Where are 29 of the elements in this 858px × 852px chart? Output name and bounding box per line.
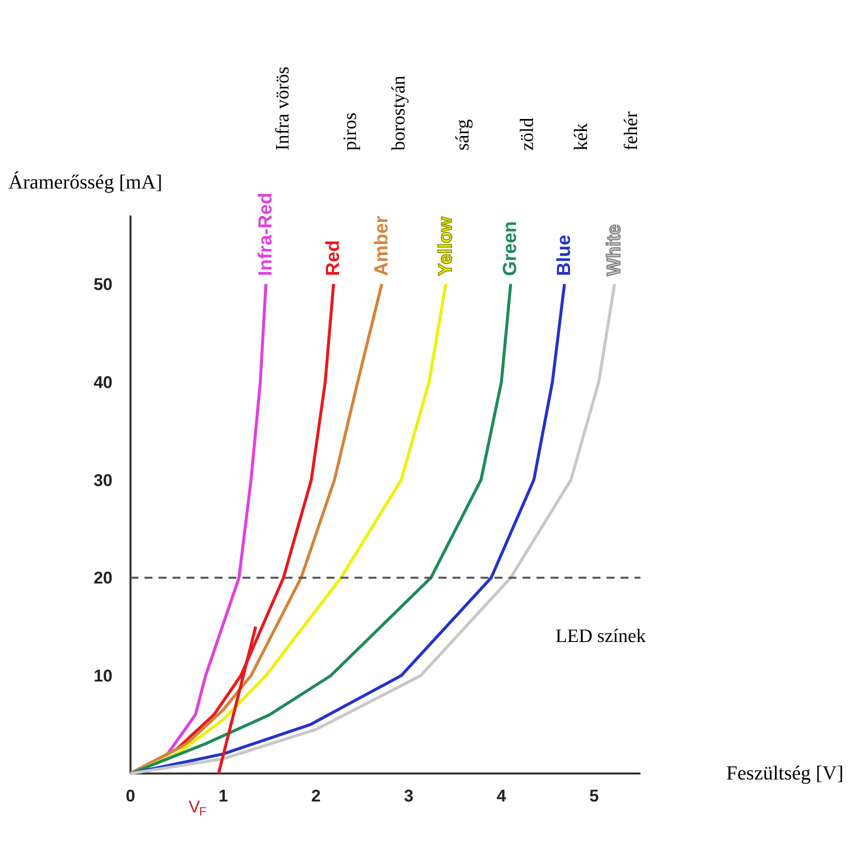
x-tick-label: 4 [496,786,507,806]
text: kék [570,122,592,150]
y-tick-label: 40 [94,372,113,392]
text: piros [340,112,362,150]
text: Blue [554,234,575,276]
y-tick-label: 50 [94,275,113,294]
annotation: LED színek [556,626,646,647]
x-tick-label: 5 [589,786,599,806]
text: White [604,224,626,276]
text: borostyán [388,75,410,150]
x-tick-label: 2 [311,786,321,806]
text: fehér [621,110,642,150]
text: sárg [452,118,474,150]
text: Green [500,221,522,276]
y-axis-title: Áramerősség [mA] [8,170,162,194]
text: Infra-Red [255,192,276,276]
text: Amber [371,215,392,276]
text: Red [323,240,344,276]
x-tick-label: 0 [126,786,136,806]
text: Yellow [435,216,456,276]
x-tick-label: 3 [404,786,414,806]
x-axis-title: Feszültség [V] [726,762,844,784]
x-tick-label: 1 [218,786,228,806]
line-series [129,282,384,775]
y-tick-label: 30 [94,470,113,490]
y-tick-label: 20 [94,568,113,588]
text: zöld [517,117,538,150]
text: Infra vörös [272,66,294,150]
y-tick-label: 10 [94,666,113,686]
